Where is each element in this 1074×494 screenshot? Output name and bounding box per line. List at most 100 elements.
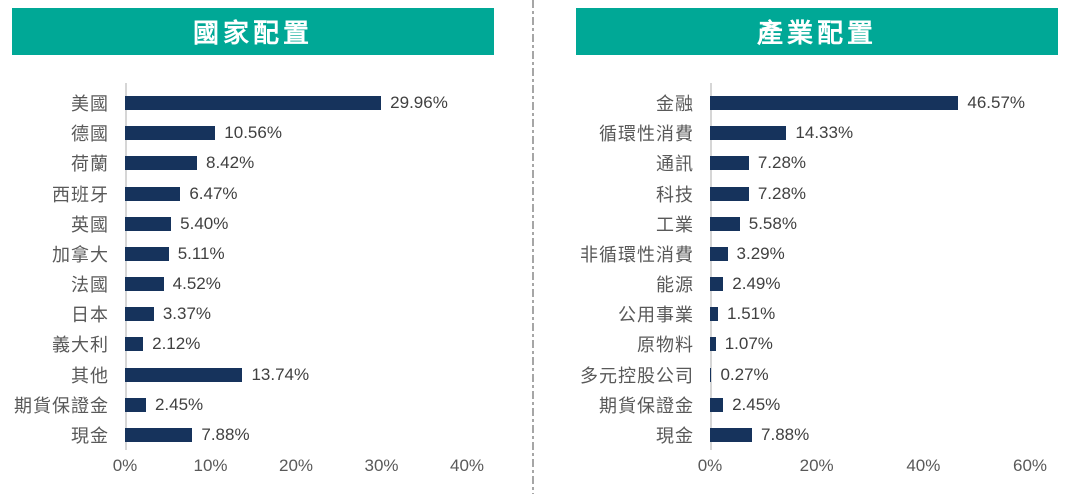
category-label: 循環性消費 [599,124,694,145]
bar-row: 期貨保證金 2.45% [0,390,533,420]
chart-header: 產業配置 [576,8,1058,55]
bar-track: 46.57% [710,88,1030,118]
value-label: 8.42% [205,153,255,173]
category-label: 科技 [656,184,694,205]
bar [710,307,719,322]
bar-row: 其他 13.74% [0,360,533,390]
bar [125,186,181,201]
bar-track: 2.45% [125,390,467,420]
bar-track: 6.47% [125,179,467,209]
value-label: 1.51% [727,304,776,324]
value-label: 7.88% [201,424,250,444]
country-allocation-panel: 國家配置 美國 29.96% 德國 10.56% 荷蘭 8.42% 西班牙 6.47% 英國 5.… [0,0,533,494]
bar-track: 5.40% [125,209,467,239]
bar-track: 3.29% [710,239,1030,269]
bar-track: 13.74% [125,360,467,390]
bar-row: 西班牙 6.47% [0,179,533,209]
bar-track: 5.11% [125,239,467,269]
bar [710,126,787,141]
value-label: 7.28% [757,183,807,203]
bar [710,186,749,201]
bar-track: 7.28% [710,148,1030,178]
chart-title: 產業配置 [756,18,877,48]
category-label: 德國 [71,124,109,145]
x-axis-tick-label: 60% [1012,456,1048,475]
x-axis-tick-label: 20% [278,456,314,475]
bar-row: 多元控股公司 0.27% [534,360,1074,390]
bar-row: 循環性消費 14.33% [534,118,1074,148]
chart-plot: 美國 29.96% 德國 10.56% 荷蘭 8.42% 西班牙 6.47% 英國 5.40% 加拿… [0,83,533,450]
bar [710,246,728,261]
bar-row: 日本 3.37% [0,299,533,329]
bar [710,277,724,292]
chart-title: 國家配置 [192,18,313,48]
bar [710,397,724,412]
x-axis-tick-label: 40% [906,456,941,475]
bar [125,156,197,171]
value-label: 6.47% [189,183,238,203]
value-label: 7.88% [761,424,810,444]
category-label: 法國 [71,275,109,296]
bar-row: 公用事業 1.51% [534,299,1074,329]
bar [710,427,753,442]
category-label: 現金 [656,425,694,446]
bar-track: 3.37% [125,299,467,329]
category-label: 通訊 [656,154,694,175]
x-axis-tick-label: 40% [449,456,485,475]
bar-row: 金融 46.57% [534,88,1074,118]
dashed-divider [532,0,534,494]
category-label: 期貨保證金 [599,395,694,416]
value-label: 0.27% [720,364,769,384]
bar-row: 法國 4.52% [0,269,533,299]
y-axis-line [710,83,712,450]
bar-track: 0.27% [710,360,1030,390]
bar [710,156,749,171]
industry-allocation-panel: 產業配置 金融 46.57% 循環性消費 14.33% 通訊 7.28% 科技 7.28% 工業… [534,0,1074,494]
bar-track: 4.52% [125,269,467,299]
bar-track: 2.49% [710,269,1030,299]
value-label: 7.28% [757,153,807,173]
bar-track: 8.42% [125,148,467,178]
x-axis-tick-label: 20% [799,456,834,475]
category-label: 美國 [71,94,109,115]
value-label: 2.45% [732,394,781,414]
bar-row: 德國 10.56% [0,118,533,148]
bar [125,96,382,111]
bar-track: 7.28% [710,179,1030,209]
bar-rows: 美國 29.96% 德國 10.56% 荷蘭 8.42% 西班牙 6.47% 英國 5.40% 加拿… [0,88,533,450]
bar [125,337,144,352]
category-label: 荷蘭 [71,154,109,175]
category-label: 義大利 [52,335,109,356]
value-label: 5.58% [748,213,797,233]
bar-track: 1.51% [710,299,1030,329]
bar [125,397,146,412]
bar-track: 2.12% [125,329,467,359]
category-label: 非循環性消費 [580,244,694,265]
bar-row: 工業 5.58% [534,209,1074,239]
value-label: 4.52% [172,274,221,294]
bar [710,337,716,352]
value-label: 2.49% [732,274,781,294]
bar-track: 10.56% [125,118,467,148]
bar-track: 7.88% [710,420,1030,450]
y-axis-line [125,83,127,450]
x-axis-ticks: 0% 20% 40% 60% [698,455,1047,477]
value-label: 5.40% [180,213,229,233]
value-label: 10.56% [224,123,282,143]
category-label: 工業 [656,214,694,235]
bar [125,427,193,442]
category-label: 現金 [71,425,109,446]
bar-row: 現金 7.88% [534,420,1074,450]
bar-row: 荷蘭 8.42% [0,148,533,178]
bar-row: 原物料 1.07% [534,329,1074,359]
x-axis-tick-label: 10% [193,456,228,475]
value-label: 2.45% [154,394,204,414]
bar-row: 能源 2.49% [534,269,1074,299]
category-label: 西班牙 [52,184,109,205]
bar-row: 美國 29.96% [0,88,533,118]
bar [125,307,154,322]
bar-track: 5.58% [710,209,1030,239]
bar-track: 2.45% [710,390,1030,420]
category-label: 公用事業 [618,305,694,326]
